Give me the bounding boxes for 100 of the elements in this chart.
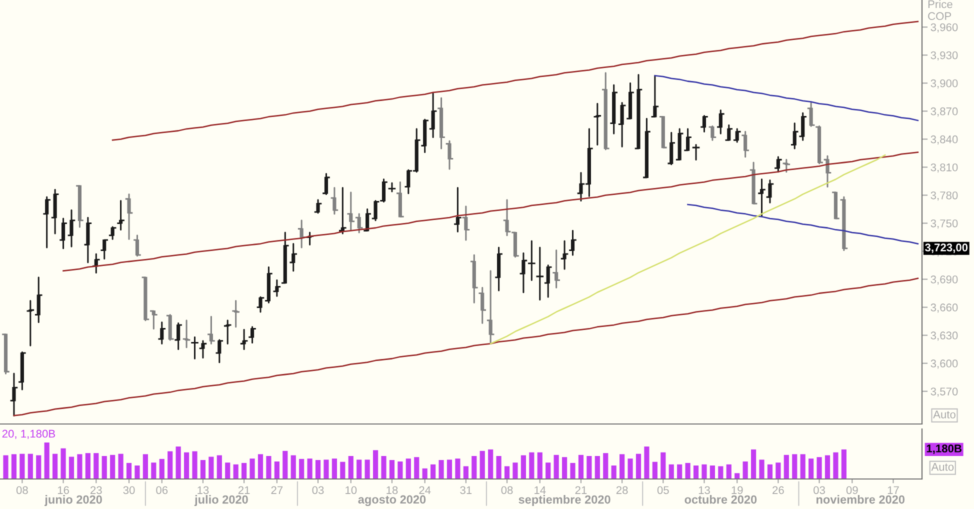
x-tick-label: 16 bbox=[58, 486, 69, 494]
bar bbox=[620, 454, 625, 479]
bar bbox=[233, 464, 238, 479]
y-tick-label: 3,690 bbox=[930, 276, 958, 285]
text: 1,180B bbox=[926, 444, 962, 454]
bar bbox=[60, 448, 66, 479]
bar bbox=[496, 456, 502, 479]
y-tick-label: 3,930 bbox=[930, 51, 958, 61]
bar bbox=[381, 456, 386, 479]
bar bbox=[554, 454, 559, 479]
bar bbox=[422, 468, 428, 479]
line-series bbox=[62, 152, 919, 272]
bar bbox=[677, 464, 682, 479]
bar bbox=[562, 457, 568, 479]
bar bbox=[603, 453, 608, 479]
bar bbox=[134, 465, 140, 479]
bar bbox=[3, 455, 8, 479]
bar bbox=[68, 456, 74, 479]
line-series bbox=[654, 74, 919, 122]
bar bbox=[324, 460, 329, 479]
x-tick-label: 14 bbox=[534, 486, 546, 494]
bar bbox=[759, 460, 764, 479]
bar bbox=[710, 465, 715, 479]
bar bbox=[159, 458, 164, 479]
x-tick-label: 28 bbox=[616, 486, 628, 494]
bar bbox=[406, 458, 411, 479]
bar bbox=[463, 466, 468, 479]
bar bbox=[652, 462, 658, 479]
bar bbox=[299, 458, 304, 479]
bar bbox=[546, 462, 551, 479]
bar bbox=[208, 456, 214, 479]
y-tick-label: 3,600 bbox=[930, 360, 958, 369]
bar bbox=[20, 454, 25, 479]
x-tick-label: 19 bbox=[732, 486, 743, 494]
bar bbox=[176, 446, 181, 479]
bar bbox=[282, 450, 288, 479]
y-tick-label: 3,570 bbox=[930, 388, 958, 397]
text: septiembre 2020 bbox=[518, 495, 610, 506]
bar bbox=[776, 462, 781, 479]
y-tick-label: 3,900 bbox=[930, 79, 958, 89]
x-tick-label: 17 bbox=[888, 486, 899, 494]
bar bbox=[833, 452, 838, 479]
bar bbox=[586, 456, 592, 479]
y-tick-label: 3,630 bbox=[930, 332, 958, 341]
text: Auto bbox=[931, 463, 954, 471]
x-tick-label: 13 bbox=[198, 486, 209, 494]
bar bbox=[841, 449, 846, 479]
bar bbox=[438, 460, 444, 479]
line-series bbox=[13, 278, 919, 416]
bar bbox=[250, 458, 255, 479]
bar bbox=[636, 454, 642, 479]
bar bbox=[480, 450, 485, 479]
bar bbox=[520, 455, 526, 479]
bar bbox=[784, 454, 789, 479]
bar bbox=[44, 442, 50, 479]
bar bbox=[307, 458, 312, 479]
bar bbox=[332, 458, 337, 479]
x-tick-label: 13 bbox=[698, 486, 710, 494]
bar bbox=[594, 456, 600, 479]
text: junio 2020 bbox=[44, 495, 102, 506]
bar bbox=[792, 454, 798, 479]
bar bbox=[242, 462, 247, 479]
bar bbox=[455, 458, 460, 479]
bar bbox=[372, 450, 378, 479]
bar bbox=[151, 462, 156, 479]
bar bbox=[142, 454, 148, 479]
text: COP bbox=[928, 12, 952, 20]
bar bbox=[94, 453, 99, 479]
line-series bbox=[687, 204, 919, 244]
bar bbox=[718, 466, 724, 479]
x-tick-label: 06 bbox=[156, 486, 168, 494]
bar bbox=[184, 452, 190, 479]
bar bbox=[290, 455, 296, 479]
bar bbox=[77, 454, 82, 479]
bar bbox=[570, 462, 576, 479]
bar bbox=[816, 457, 822, 479]
bar bbox=[225, 462, 230, 479]
x-tick-label: 18 bbox=[386, 486, 398, 494]
bar bbox=[750, 449, 756, 479]
bar bbox=[529, 452, 534, 479]
bar bbox=[628, 458, 633, 479]
bar bbox=[118, 454, 124, 479]
text: 3,723,00 bbox=[925, 244, 968, 254]
bar bbox=[258, 454, 264, 479]
bar bbox=[488, 449, 494, 479]
bar bbox=[446, 460, 452, 479]
x-tick-label: 27 bbox=[271, 486, 283, 494]
x-tick-label: 21 bbox=[238, 486, 250, 494]
bar bbox=[414, 457, 420, 479]
text: julio 2020 bbox=[194, 495, 248, 506]
text: octubre 2020 bbox=[684, 495, 757, 504]
bar bbox=[266, 456, 272, 479]
x-tick-label: 08 bbox=[16, 486, 28, 494]
x-tick-label: 05 bbox=[657, 486, 669, 494]
x-tick-label: 03 bbox=[814, 486, 825, 494]
x-tick-label: 03 bbox=[312, 486, 324, 494]
bar bbox=[644, 446, 650, 479]
y-tick-label: 3,750 bbox=[930, 219, 958, 229]
bar bbox=[110, 454, 116, 479]
y-tick-label: 3,840 bbox=[930, 135, 958, 145]
